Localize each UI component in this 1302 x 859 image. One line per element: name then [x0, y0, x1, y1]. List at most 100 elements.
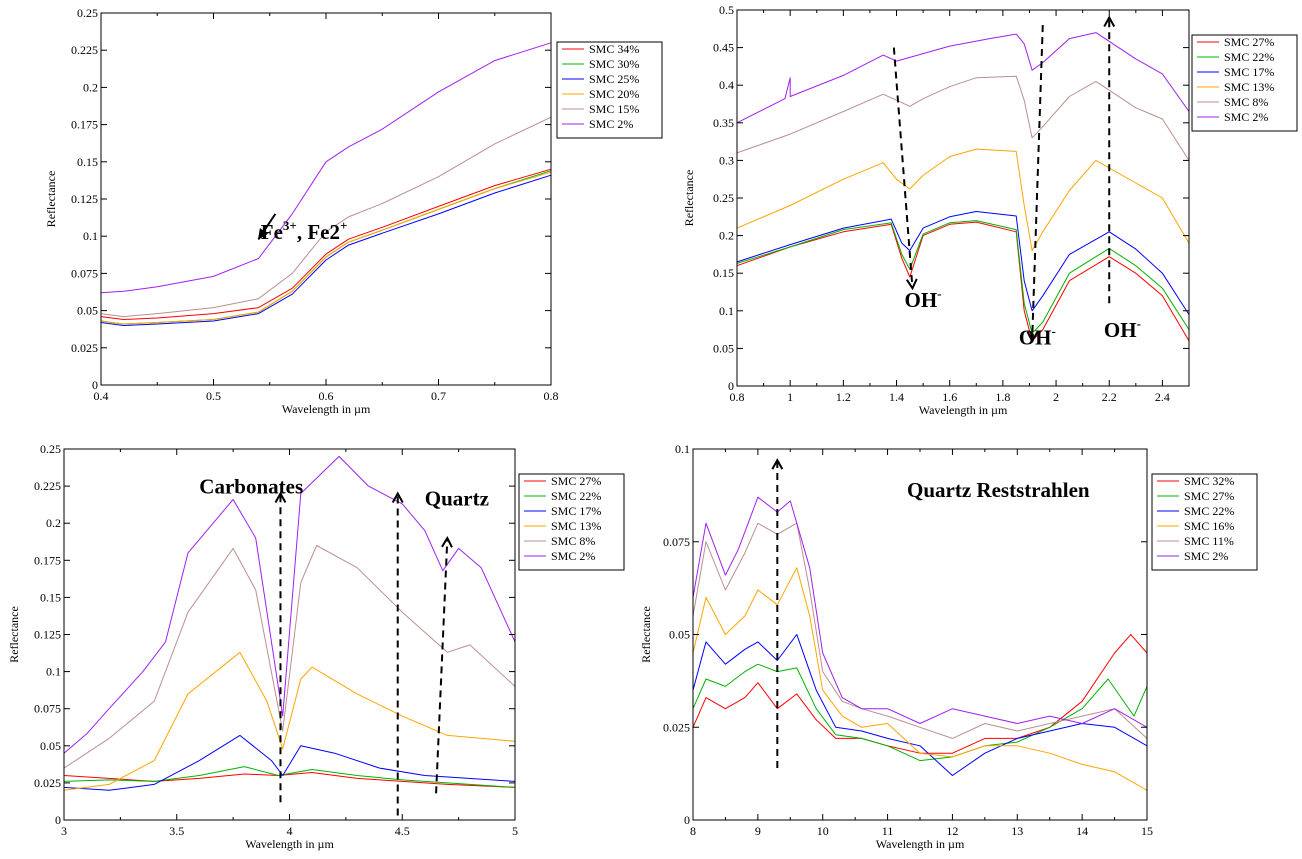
x-tick-label: 0.6 — [319, 389, 334, 403]
chart-panel-1: 0.4 0.5 0.6 0.7 0.8 0 0.025 0.05 0.075 0.1 0.125 0.… — [44, 6, 663, 416]
x-axis-label: Wavelength in µm — [282, 402, 371, 416]
x-axis-label: Wavelength in µm — [245, 837, 334, 851]
legend-entry: SMC 2% — [1224, 110, 1268, 124]
series-line-5 — [692, 522, 1148, 739]
plot-frame — [100, 12, 552, 386]
y-tick-label: 0.3 — [719, 153, 734, 167]
y-tick-label: 0.2 — [719, 229, 734, 243]
legend-entry: SMC 13% — [1224, 80, 1274, 94]
chart-panel-3: 3 3.5 4 4.5 5 0 0.025 0.05 0.075 0.1 0.125 0.15 0.17… — [7, 442, 625, 851]
series-line-6 — [736, 32, 1190, 124]
legend-entry: SMC 17% — [1224, 65, 1274, 79]
y-tick-label: 0.075 — [34, 702, 61, 716]
solid-arrow — [257, 213, 277, 241]
y-tick-label: 0 — [55, 813, 61, 827]
legend: SMC 27%SMC 22%SMC 17%SMC 13%SMC 8%SMC 2% — [518, 473, 625, 571]
x-tick-label: 0.4 — [94, 389, 109, 403]
legend-entry: SMC 22% — [551, 489, 601, 503]
x-tick-label: 2.4 — [1155, 390, 1170, 404]
x-tick-label: 1.2 — [836, 390, 851, 404]
annotation-label: OH- — [905, 286, 942, 312]
legend-entry: SMC 25% — [589, 72, 639, 86]
x-tick-label: 3.5 — [169, 824, 184, 838]
series-line-1 — [692, 634, 1148, 754]
x-tick-label: 4.5 — [395, 824, 410, 838]
series-line-4 — [100, 171, 552, 325]
x-tick-label: 9 — [755, 824, 761, 838]
x-tick-label: 11 — [882, 824, 894, 838]
legend-entry: SMC 34% — [589, 42, 639, 56]
annotation-label: Quartz — [425, 486, 489, 510]
legend-entry: SMC 8% — [551, 534, 595, 548]
legend-entry: SMC 27% — [551, 474, 601, 488]
series-line-1 — [736, 221, 1190, 342]
legend-entry: SMC 11% — [1184, 534, 1234, 548]
legend-entry: SMC 30% — [589, 57, 639, 71]
y-tick-label: 0.175 — [71, 118, 98, 132]
series-line-3 — [63, 734, 516, 791]
legend-entry: SMC 22% — [1184, 504, 1234, 518]
x-tick-label: 8 — [690, 824, 696, 838]
x-tick-label: 4 — [287, 824, 293, 838]
series-line-4 — [736, 148, 1190, 252]
annotation-label: Quartz Reststrahlen — [907, 478, 1090, 502]
legend-entry: SMC 16% — [1184, 519, 1234, 533]
y-tick-label: 0 — [92, 378, 98, 392]
legend-entry: SMC 17% — [551, 504, 601, 518]
y-tick-label: 0.4 — [719, 78, 734, 92]
series-line-4 — [692, 567, 1148, 791]
y-tick-label: 0.25 — [77, 6, 98, 20]
y-tick-label: 0.225 — [34, 479, 61, 493]
x-axis-label: Wavelength in µm — [919, 403, 1008, 417]
y-tick-label: 0.075 — [71, 266, 98, 280]
x-tick-label: 0.7 — [431, 389, 446, 403]
plot-frame — [692, 448, 1148, 821]
y-tick-label: 0.45 — [713, 41, 734, 55]
series-line-3 — [692, 634, 1148, 776]
y-tick-label: 0.1 — [675, 442, 690, 456]
legend-box — [518, 473, 625, 571]
y-tick-label: 0.025 — [663, 720, 690, 734]
x-tick-label: 2.2 — [1102, 390, 1117, 404]
y-tick-label: 0.25 — [713, 191, 734, 205]
y-tick-label: 0.15 — [713, 266, 734, 280]
legend-entry: SMC 20% — [589, 87, 639, 101]
annotation-label: Fe3+, Fe2+ — [261, 218, 348, 244]
legend-entry: SMC 13% — [551, 519, 601, 533]
chart-panel-2: 0.8 1 1.2 1.4 1.6 1.8 2 2.2 2.4 0 0.05 0.1 0.15 0.2 0.… — [682, 3, 1298, 417]
x-tick-label: 1.8 — [995, 390, 1010, 404]
series-line-1 — [63, 772, 516, 788]
series-line-5 — [63, 545, 516, 769]
x-axis-label: Wavelength in µm — [876, 837, 965, 851]
x-tick-label: 14 — [1076, 824, 1088, 838]
x-tick-label: 10 — [817, 824, 829, 838]
x-tick-label: 0.5 — [206, 389, 221, 403]
x-tick-label: 12 — [946, 824, 958, 838]
legend-entry: SMC 2% — [551, 549, 595, 563]
y-tick-label: 0.05 — [40, 739, 61, 753]
annotation-label: Carbonates — [199, 475, 303, 499]
annotation-label: OH- — [1019, 324, 1056, 350]
y-tick-label: 0.125 — [34, 628, 61, 642]
x-tick-label: 1.6 — [942, 390, 957, 404]
legend-box — [1191, 34, 1298, 132]
y-tick-label: 0.2 — [83, 80, 98, 94]
x-tick-label: 1.4 — [889, 390, 904, 404]
x-tick-label: 0.8 — [730, 390, 745, 404]
y-tick-label: 0.15 — [40, 590, 61, 604]
y-tick-label: 0.025 — [71, 341, 98, 355]
y-tick-label: 0.5 — [719, 3, 734, 17]
chart-panel-4: 8 9 10 11 12 13 14 15 0 0.025 0.05 0.075 0.1 Waveleng… — [639, 442, 1258, 851]
legend-entry: SMC 15% — [589, 102, 639, 116]
series-line-2 — [736, 220, 1190, 334]
y-axis-label: Reflectance — [639, 606, 653, 663]
annotation-label: OH- — [1104, 316, 1141, 342]
series-line-1 — [100, 168, 552, 320]
series-line-2 — [692, 663, 1148, 762]
y-tick-label: 0.225 — [71, 43, 98, 57]
legend: SMC 27%SMC 22%SMC 17%SMC 13%SMC 8%SMC 2% — [1191, 34, 1298, 132]
series-line-3 — [100, 174, 552, 326]
dashed-arrow — [892, 47, 913, 289]
x-tick-label: 2 — [1053, 390, 1059, 404]
y-tick-label: 0.25 — [40, 442, 61, 456]
